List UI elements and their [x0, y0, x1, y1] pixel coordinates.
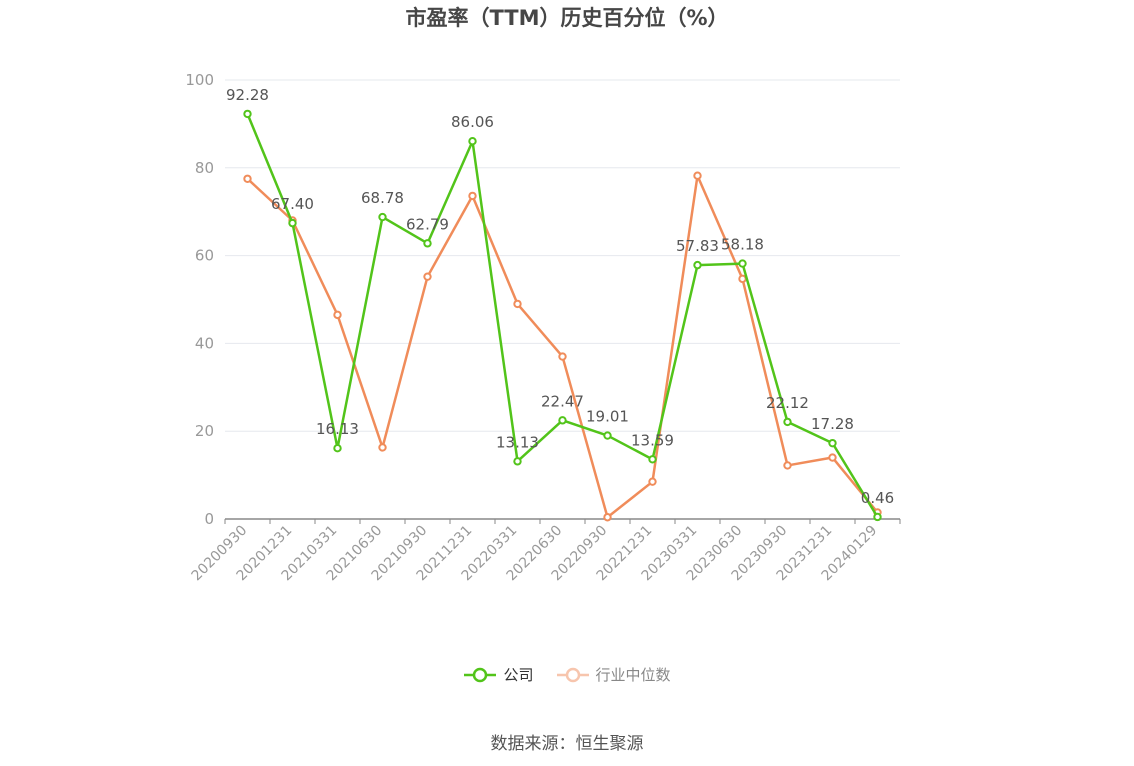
data-label-company-20230930: 22.12 — [766, 394, 809, 412]
data-point-industry-median-20211231 — [468, 191, 477, 201]
data-point-company-20211231 — [468, 136, 477, 146]
y-tick-label-100: 100 — [185, 71, 214, 89]
data-point-company-20200930 — [243, 109, 252, 119]
data-point-company-20210331 — [333, 443, 342, 453]
data-point-company-20210930 — [423, 239, 432, 248]
data-point-industry-median-20231231 — [828, 453, 837, 462]
legend-marker-industry-median — [556, 667, 589, 683]
data-point-company-20221231 — [648, 455, 657, 464]
data-point-company-20220930 — [603, 431, 612, 440]
data-label-company-20231231: 17.28 — [811, 415, 854, 433]
data-point-company-20230331 — [693, 260, 702, 270]
data-point-industry-median-20230630 — [738, 274, 747, 284]
source-note: 数据来源：恒生聚源 — [490, 734, 644, 754]
data-point-industry-median-20220331 — [513, 299, 522, 309]
data-point-industry-median-20230930 — [783, 461, 792, 470]
data-point-company-20230630 — [738, 259, 747, 268]
data-point-company-20231231 — [828, 438, 837, 448]
data-label-company-20201231: 67.40 — [271, 195, 314, 213]
legend-label-company: 公司 — [503, 666, 534, 684]
data-point-industry-median-20210331 — [333, 310, 342, 320]
data-label-company-20210930: 62.79 — [406, 215, 449, 233]
data-point-company-20230930 — [783, 417, 792, 427]
data-label-company-20210630: 68.78 — [361, 189, 404, 207]
data-label-company-20220630: 22.47 — [541, 392, 584, 410]
legend-item-industry-median[interactable]: 行业中位数 — [556, 664, 671, 686]
series-line-company — [246, 113, 879, 518]
data-label-company-20230630: 58.18 — [721, 236, 764, 254]
legend-label-industry-median: 行业中位数 — [595, 666, 671, 684]
data-point-company-20201231 — [288, 218, 297, 228]
data-label-company-20200930: 92.28 — [226, 86, 269, 104]
legend-item-company[interactable]: 公司 — [463, 664, 534, 686]
data-point-industry-median-20220630 — [558, 352, 567, 361]
data-label-company-20220930: 19.01 — [586, 408, 629, 426]
y-tick-label-0: 0 — [204, 510, 214, 528]
data-point-company-20220630 — [558, 416, 567, 425]
legend-marker-company — [464, 667, 497, 683]
data-point-industry-median-20200930 — [243, 174, 252, 183]
data-point-industry-median-20210930 — [423, 272, 432, 281]
y-tick-label-80: 80 — [195, 159, 214, 177]
data-label-company-20230331: 57.83 — [676, 237, 719, 255]
data-point-company-20210630 — [378, 212, 387, 222]
chart-title: 市盈率（TTM）历史百分位（%） — [405, 6, 729, 30]
data-point-industry-median-20221231 — [648, 477, 657, 486]
series-line-industry-median — [246, 174, 879, 519]
data-point-industry-median-20220930 — [603, 513, 612, 522]
data-point-industry-median-20230331 — [693, 171, 702, 180]
data-point-company-20240129 — [873, 512, 882, 522]
data-point-company-20220331 — [513, 457, 522, 466]
data-point-industry-median-20210630 — [378, 443, 387, 452]
y-tick-label-60: 60 — [195, 247, 214, 265]
legend: 公司 行业中位数 — [0, 664, 1134, 686]
y-tick-label-20: 20 — [195, 422, 214, 440]
data-label-company-20240129: 0.46 — [861, 489, 894, 507]
data-label-company-20210331: 16.13 — [316, 420, 359, 438]
data-label-company-20220331: 13.13 — [496, 433, 539, 451]
data-label-company-20211231: 86.06 — [451, 113, 494, 131]
y-tick-label-40: 40 — [195, 334, 214, 352]
data-label-company-20221231: 13.59 — [631, 431, 674, 449]
